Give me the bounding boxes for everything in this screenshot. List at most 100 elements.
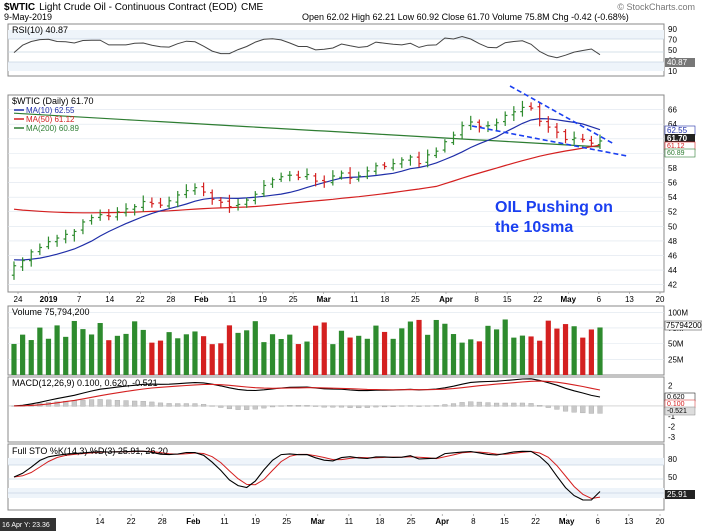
price-bar xyxy=(554,122,560,139)
price-bar xyxy=(408,154,413,166)
macd-hist-bar xyxy=(459,402,465,407)
sto-k-line xyxy=(13,450,601,501)
volume-bar xyxy=(183,334,189,375)
volume-bar xyxy=(278,339,284,375)
volume-bar xyxy=(261,342,267,375)
macd-hist-bar xyxy=(140,401,146,407)
x-tick-label: 19 xyxy=(251,517,260,526)
price-tick-label: 48 xyxy=(668,237,677,246)
volume-bar xyxy=(175,338,181,375)
macd-hist-bar xyxy=(416,405,422,407)
lower-trendline xyxy=(471,125,628,157)
x-tick-label: 22 xyxy=(127,517,136,526)
price-tick-label: 50 xyxy=(668,222,677,231)
price-bar xyxy=(115,207,120,221)
price-bar xyxy=(373,162,379,175)
macd-hist-bar xyxy=(261,405,267,409)
volume-bar xyxy=(140,329,146,375)
volume-bar xyxy=(123,333,129,375)
rsi-tick-label: 10 xyxy=(668,67,677,76)
macd-hist-bar xyxy=(149,401,155,407)
volume-bar xyxy=(485,325,491,375)
price-bar xyxy=(485,121,491,133)
upper-trendline xyxy=(509,85,615,145)
macd-hist-bar xyxy=(313,405,319,407)
volume-bar xyxy=(537,340,543,375)
macd-hist-bar xyxy=(244,405,250,410)
volume-bar xyxy=(356,335,362,375)
volume-bar xyxy=(269,334,276,375)
price-ohlc-bars xyxy=(11,100,603,280)
price-bar xyxy=(270,177,275,188)
volume-bar xyxy=(528,336,534,375)
rsi-tick-label: 50 xyxy=(668,46,677,55)
price-bar xyxy=(253,191,258,205)
volume-bar xyxy=(468,339,474,375)
macd-hist-bar xyxy=(330,405,336,408)
volume-bar xyxy=(304,341,310,375)
price-bar xyxy=(54,234,60,247)
macd-hist-bar xyxy=(407,405,413,407)
macd-hist-bar xyxy=(562,405,569,412)
price-tick-label: 46 xyxy=(668,252,677,261)
price-bar xyxy=(20,257,25,271)
price-bar xyxy=(459,121,465,139)
volume-bar xyxy=(545,320,551,375)
volume-bar xyxy=(11,343,17,375)
price-bar xyxy=(597,134,603,149)
volume-tick-label: 100M xyxy=(668,308,688,317)
macd-hist-bar xyxy=(450,403,457,407)
price-bar xyxy=(546,116,551,133)
price-tick-label: 64 xyxy=(668,120,677,129)
macd-line xyxy=(13,378,601,407)
x-tick-label: 28 xyxy=(158,517,167,526)
volume-bar xyxy=(390,338,396,375)
x-tick-label: 14 xyxy=(105,295,114,304)
macd-hist-bar xyxy=(166,403,172,407)
ma200-line xyxy=(13,112,601,148)
price-bar xyxy=(89,214,94,225)
price-bar xyxy=(537,102,542,127)
macd-hist-bar xyxy=(580,405,586,414)
macd-value-3: -0.521 xyxy=(667,408,687,415)
volume-bar xyxy=(97,323,103,375)
price-tick-label: 66 xyxy=(668,106,677,115)
volume-bar xyxy=(571,326,577,375)
volume-last-value: 75794200 xyxy=(666,321,702,330)
macd-hist-bar xyxy=(502,402,508,407)
chart-date: 9-May-2019 xyxy=(4,12,52,22)
rsi-tick-label: 70 xyxy=(668,36,677,45)
macd-hist-bar xyxy=(545,405,551,408)
macd-label: MACD(12,26,9) 0.100, 0.620, -0.521 xyxy=(12,378,158,388)
macd-panel: 21-1-2-3 MACD(12,26,9) 0.100, 0.620, -0.… xyxy=(7,376,696,443)
volume-bar xyxy=(442,323,448,375)
macd-hist-bar xyxy=(278,405,284,407)
macd-hist-bar xyxy=(597,405,603,414)
annotation-line-1: OIL Pushing on xyxy=(495,199,613,216)
macd-tick-label: 2 xyxy=(668,381,673,390)
volume-bar xyxy=(493,329,500,375)
x-tick-label: 11 xyxy=(228,295,237,304)
price-bar xyxy=(339,170,344,180)
rsi-label: RSI(10) 40.87 xyxy=(12,25,68,35)
price-last-value: 61.70 xyxy=(667,134,688,143)
price-tick-label: 54 xyxy=(668,193,677,202)
volume-label: Volume 75,794,200 xyxy=(12,307,90,317)
volume-bar xyxy=(519,335,526,375)
x-tick-label: 2019 xyxy=(40,295,58,304)
price-ma200-value: 60.89 xyxy=(667,150,685,157)
macd-hist-bar xyxy=(157,402,164,407)
volume-bar xyxy=(157,340,164,375)
price-ma10-value: 62.55 xyxy=(667,126,688,135)
x-tick-label: 8 xyxy=(474,295,479,304)
price-bar xyxy=(313,173,318,187)
macd-hist-bar xyxy=(235,405,241,410)
volume-tick-label: 50M xyxy=(668,340,684,349)
macd-hist-bar xyxy=(338,405,345,408)
price-bar xyxy=(330,170,336,186)
price-bar xyxy=(322,175,327,188)
macd-hist-bar xyxy=(114,400,120,407)
macd-hist-bar xyxy=(554,405,560,410)
credit: © StockCharts.com xyxy=(617,2,695,12)
volume-bar xyxy=(580,337,586,375)
